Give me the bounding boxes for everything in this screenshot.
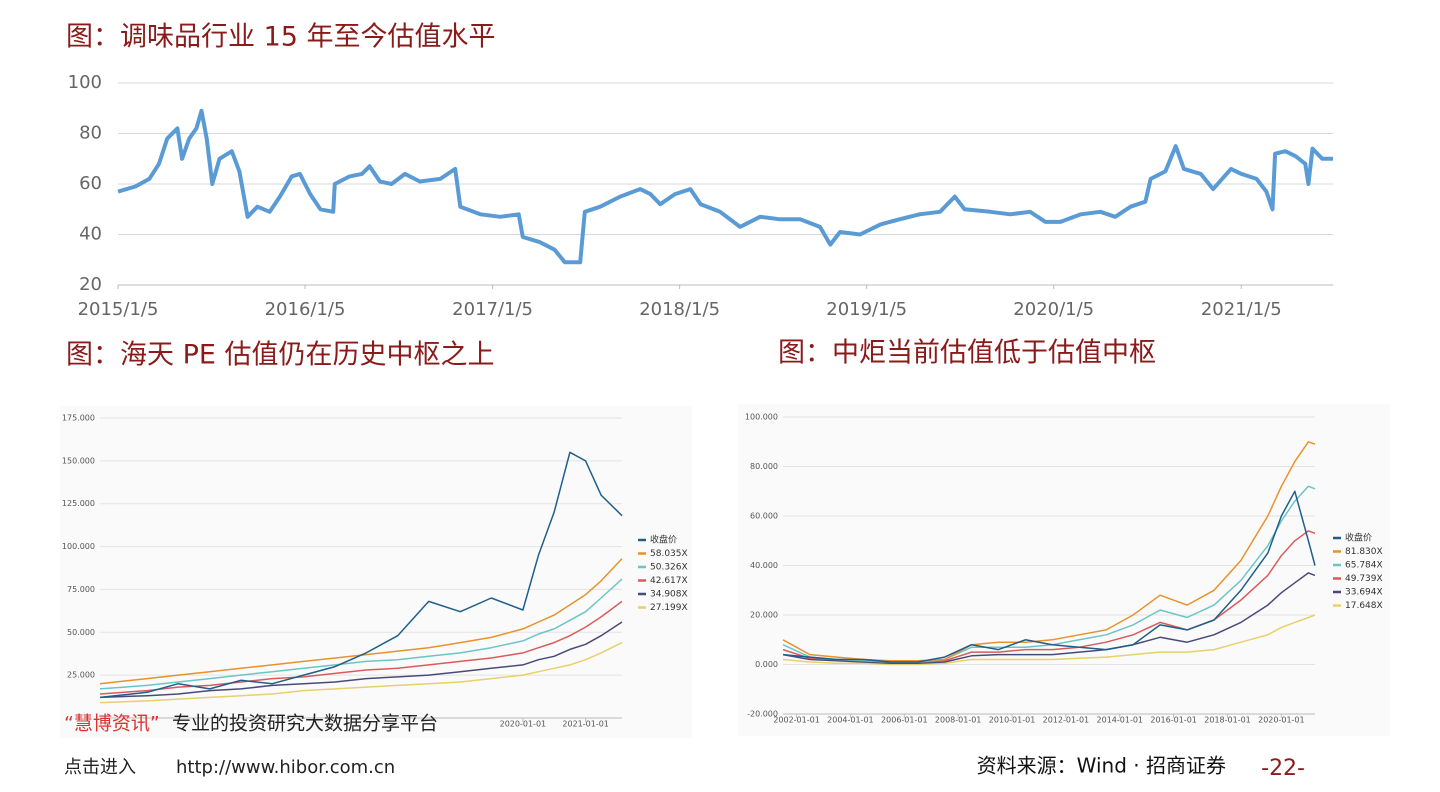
panel — [60, 406, 692, 738]
watermark-brand: “慧博资讯” — [64, 713, 160, 735]
x-tick-label: 2020-01-01 — [1258, 716, 1305, 725]
charts: 20 40 60 80 100 2015/1/5 2016/1/5 2017/1/5 2018/… — [62, 72, 1383, 729]
page-number: -22- — [1261, 756, 1305, 781]
series-line — [99, 558, 623, 685]
x-tick-label: 2012-01-01 — [1043, 716, 1090, 725]
legend-label: 50.326X — [650, 563, 688, 573]
legend-label: 81.830X — [1345, 547, 1383, 557]
x-tick-label: 2018-01-01 — [1204, 716, 1251, 725]
x-tick-label: 2020/1/5 — [1013, 299, 1094, 320]
x-tick-label: 2021-01-01 — [562, 720, 609, 729]
series-line — [782, 572, 1316, 665]
series-line — [782, 490, 1316, 663]
y-tick-label: 20 — [79, 274, 102, 295]
x-tick-label: 2014-01-01 — [1097, 716, 1144, 725]
x-tick-label: 2015/1/5 — [78, 299, 159, 320]
x-tick-label: 2021/1/5 — [1201, 299, 1282, 320]
series-line — [99, 600, 623, 695]
series-line — [782, 614, 1316, 666]
y-tick-label: 40.000 — [750, 561, 778, 570]
y-tick-label: 80.000 — [750, 462, 778, 471]
watermark-enter: 点击进入 — [64, 757, 136, 778]
y-tick-label: 175.000 — [62, 414, 95, 423]
y-tick-label: 150.000 — [62, 456, 95, 465]
x-tick-label: 2008-01-01 — [935, 716, 982, 725]
series-line — [782, 441, 1316, 662]
y-tick-label: -20.000 — [747, 710, 778, 719]
y-tick-label: 20.000 — [750, 611, 778, 620]
x-tick-label: 2006-01-01 — [881, 716, 928, 725]
legend-label: 27.199X — [650, 603, 688, 613]
x-tick-label: 2019/1/5 — [826, 299, 907, 320]
source: 资料来源：Wind · 招商证券 — [977, 754, 1226, 778]
y-tick-label: 40 — [79, 224, 102, 245]
watermark-url: http://www.hibor.com.cn — [176, 757, 395, 778]
watermark-slogan: 专业的投资研究大数据分享平台 — [172, 713, 438, 735]
legend-label: 65.784X — [1345, 561, 1383, 571]
legend-label: 17.648X — [1345, 601, 1383, 611]
x-tick-label: 2018/1/5 — [639, 299, 720, 320]
legend-label: 49.739X — [1345, 574, 1383, 584]
legend-label: 33.694X — [1345, 588, 1383, 598]
y-tick-label: 100.000 — [62, 542, 95, 551]
x-tick-label: 2016/1/5 — [265, 299, 346, 320]
legend-label: 42.617X — [650, 576, 688, 586]
panel — [738, 404, 1390, 736]
y-tick-label: 125.000 — [62, 499, 95, 508]
y-tick-label: 75.000 — [67, 585, 95, 594]
y-tick-label: 0.000 — [755, 660, 778, 669]
x-tick-label: 2017/1/5 — [452, 299, 533, 320]
x-tick-label: 2010-01-01 — [989, 716, 1036, 725]
x-tick-label: 2004-01-01 — [827, 716, 874, 725]
series-line — [99, 451, 623, 699]
legend-label: 收盘价 — [1345, 532, 1372, 544]
legend-label: 58.035X — [650, 549, 688, 559]
y-tick-label: 80 — [79, 123, 102, 144]
y-tick-label: 100.000 — [745, 413, 778, 422]
y-tick-label: 60 — [79, 173, 102, 194]
y-tick-label: 25.000 — [67, 671, 95, 680]
x-tick-label: 2016-01-01 — [1150, 716, 1197, 725]
chart-title: 图：海天 PE 估值仍在历史中枢之上 — [66, 340, 495, 371]
x-tick-label: 2020-01-01 — [500, 720, 547, 729]
y-tick-label: 50.000 — [67, 628, 95, 637]
x-tick-label: 2002-01-01 — [773, 716, 820, 725]
legend-label: 34.908X — [650, 590, 688, 600]
series-line — [99, 621, 623, 699]
y-tick-label: 60.000 — [750, 512, 778, 521]
series-line — [99, 641, 623, 704]
y-tick-label: 100 — [68, 72, 102, 93]
series-line — [99, 578, 623, 690]
chart-title: 图：中炬当前估值低于估值中枢 — [778, 338, 1156, 369]
legend-label: 收盘价 — [650, 534, 677, 546]
chart-title: 图：调味品行业 15 年至今估值水平 — [66, 22, 496, 53]
series-line — [117, 108, 1333, 265]
